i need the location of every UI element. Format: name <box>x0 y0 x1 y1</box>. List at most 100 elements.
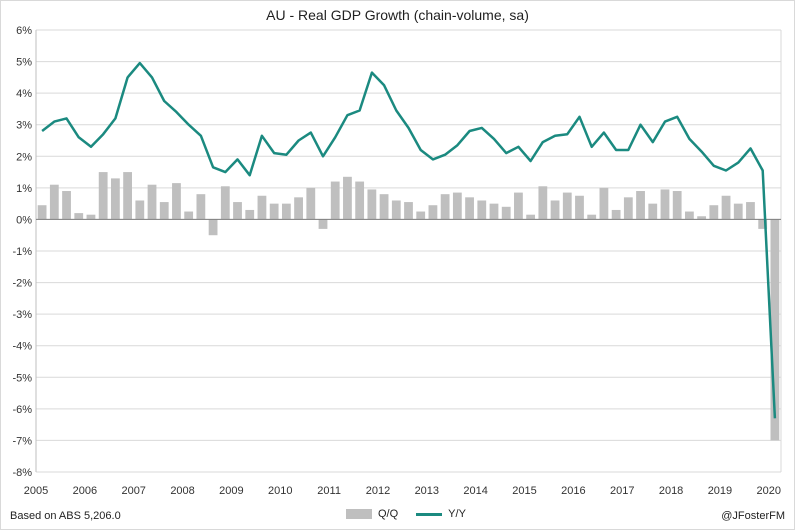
bar-qq <box>379 194 389 220</box>
y-tick-label: 2% <box>16 151 32 163</box>
legend: Q/Q Y/Y <box>346 508 466 520</box>
y-tick-label: -7% <box>12 435 32 447</box>
bar-qq <box>37 205 47 220</box>
y-tick-label: 3% <box>16 120 32 132</box>
bar-qq <box>746 202 755 220</box>
legend-label-yy: Y/Y <box>448 508 466 520</box>
x-tick-label: 2014 <box>463 485 487 497</box>
bar-qq <box>404 202 413 220</box>
bar-qq <box>147 184 157 220</box>
bar-qq <box>575 195 584 220</box>
bar-qq <box>86 214 96 220</box>
y-tick-label: -1% <box>12 246 32 258</box>
x-tick-label: 2009 <box>219 485 243 497</box>
bar-qq <box>208 219 218 236</box>
bar-qq <box>538 186 548 220</box>
bar-qq <box>318 219 328 229</box>
y-tick-label: -6% <box>12 404 32 416</box>
bar-qq <box>550 200 560 220</box>
bar-qq <box>98 172 108 220</box>
x-tick-label: 2020 <box>757 485 781 497</box>
x-tick-label: 2006 <box>73 485 97 497</box>
bar-qq <box>587 214 597 220</box>
bar-qq <box>330 181 340 220</box>
bar-qq <box>770 219 780 441</box>
bar-qq <box>733 203 743 220</box>
x-tick-label: 2019 <box>708 485 732 497</box>
bar-qq <box>514 192 523 220</box>
bar-qq <box>636 191 645 220</box>
bar-qq <box>367 189 377 220</box>
bar-qq <box>648 203 658 220</box>
y-tick-label: 0% <box>16 214 32 226</box>
x-tick-label: 2016 <box>561 485 585 497</box>
bar-qq <box>123 172 132 220</box>
bar-qq <box>184 211 194 220</box>
bar-qq <box>685 211 694 220</box>
bar-qq <box>562 192 572 220</box>
bar-qq <box>233 202 242 220</box>
legend-bar-swatch <box>346 509 372 519</box>
bar-qq <box>440 194 450 220</box>
bar-qq <box>758 219 768 229</box>
x-tick-label: 2017 <box>610 485 634 497</box>
bar-qq <box>355 181 365 220</box>
bar-qq <box>62 191 71 220</box>
bar-qq <box>135 200 145 220</box>
bar-qq <box>281 203 291 220</box>
bar-qq <box>49 184 59 220</box>
y-tick-label: 5% <box>16 57 32 69</box>
y-tick-label: 1% <box>16 183 32 195</box>
bar-qq <box>110 178 120 220</box>
x-tick-label: 2010 <box>268 485 292 497</box>
bar-qq <box>489 203 499 220</box>
bar-qq <box>220 186 230 220</box>
author-credit: @JFosterFM <box>721 510 785 522</box>
bar-qq <box>245 209 255 220</box>
bar-qq <box>391 200 401 220</box>
chart-title: AU - Real GDP Growth (chain-volume, sa) <box>266 7 529 23</box>
bar-qq <box>501 206 511 220</box>
x-tick-label: 2018 <box>659 485 683 497</box>
bar-qq <box>74 213 84 220</box>
bar-qq <box>721 195 731 220</box>
legend-label-qq: Q/Q <box>378 508 399 520</box>
bar-qq <box>269 203 279 220</box>
x-tick-label: 2013 <box>415 485 439 497</box>
legend-line-swatch <box>416 512 443 516</box>
bar-qq <box>172 183 181 220</box>
y-tick-label: -8% <box>12 467 32 479</box>
bar-qq <box>196 194 206 220</box>
bar-qq <box>672 191 682 220</box>
bar-qq <box>306 187 316 220</box>
bar-qq <box>611 209 621 220</box>
y-tick-label: 4% <box>16 88 32 100</box>
y-tick-label: -2% <box>12 278 32 290</box>
bar-qq <box>599 187 609 220</box>
y-tick-label: -5% <box>12 372 32 384</box>
x-tick-label: 2005 <box>24 485 48 497</box>
bar-qq <box>343 176 352 220</box>
bar-qq <box>526 214 536 220</box>
x-tick-label: 2011 <box>317 485 341 497</box>
y-tick-label: 6% <box>16 25 32 37</box>
bar-qq <box>257 195 267 220</box>
x-tick-label: 2008 <box>170 485 194 497</box>
x-tick-label: 2015 <box>512 485 536 497</box>
bar-qq <box>416 211 426 220</box>
bar-qq <box>660 189 670 220</box>
x-tick-label: 2007 <box>121 485 145 497</box>
bar-qq <box>465 197 474 220</box>
bar-qq <box>159 202 169 220</box>
x-tick-label: 2012 <box>366 485 390 497</box>
line-yy <box>41 61 777 419</box>
bar-qq <box>294 197 303 220</box>
source-note: Based on ABS 5,206.0 <box>10 510 121 522</box>
bar-qq <box>697 216 707 220</box>
bar-qq <box>623 197 633 220</box>
y-tick-label: -3% <box>12 309 32 321</box>
y-tick-label: -4% <box>12 341 32 353</box>
bar-qq <box>452 192 462 220</box>
